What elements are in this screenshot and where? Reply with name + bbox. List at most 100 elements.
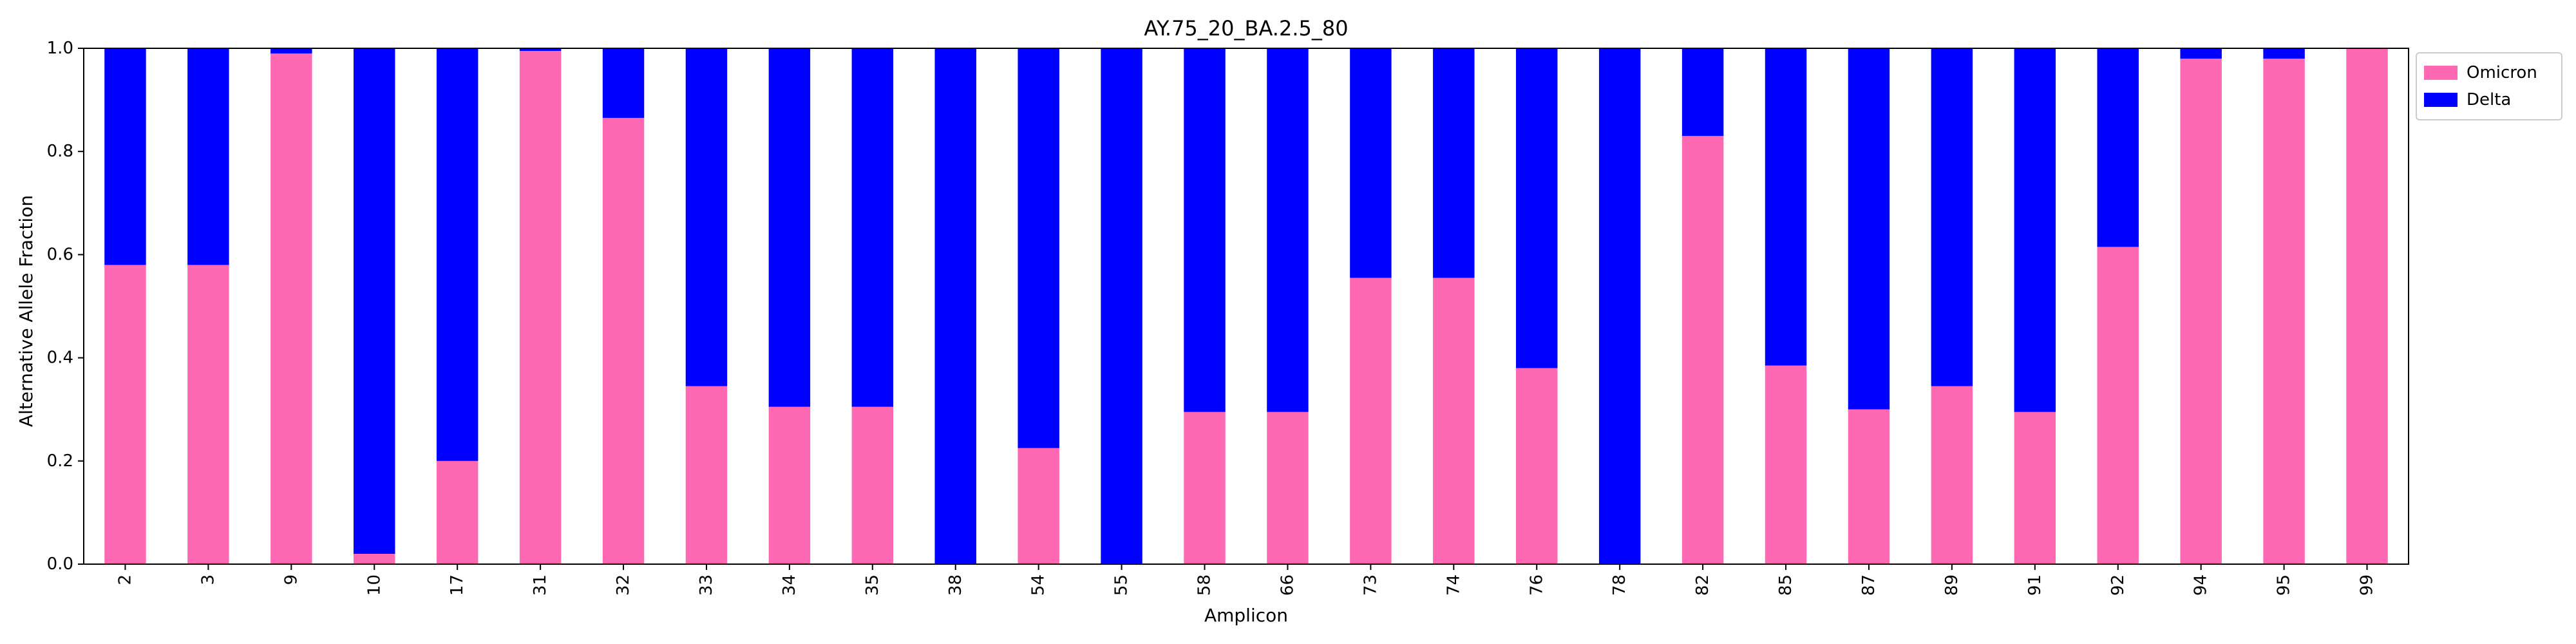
bar-omicron-91 [2014,412,2056,564]
bar-delta-73 [1350,48,1392,278]
x-tick-label: 34 [780,574,799,596]
x-tick-label: 89 [1942,574,1962,596]
bar-delta-92 [2097,48,2139,247]
plot-frame [83,48,2409,565]
y-tick-label: 0.8 [47,142,73,161]
bar-delta-35 [851,48,894,407]
bar-omicron-94 [2180,59,2222,564]
bar-omicron-92 [2097,247,2139,564]
bar-delta-55 [1101,48,1142,564]
bar-omicron-58 [1184,412,1226,564]
x-tick-label: 10 [365,574,384,596]
bar-delta-89 [1931,48,1973,386]
bar-delta-66 [1267,48,1309,412]
y-tick-label: 0.0 [47,554,73,574]
x-tick-label: 95 [2275,574,2294,596]
bar-delta-87 [1848,48,1890,410]
legend-swatch-omicron [2424,66,2458,80]
bar-omicron-3 [187,265,229,564]
x-tick-label: 35 [863,574,882,596]
bar-delta-95 [2263,48,2305,59]
bar-delta-54 [1018,48,1059,448]
legend-label-omicron: Omicron [2467,63,2537,82]
x-tick-label: 99 [2358,574,2377,596]
bar-omicron-85 [1765,365,1807,564]
x-tick-label: 38 [946,574,965,596]
y-tick-label: 1.0 [47,39,73,58]
bar-delta-38 [934,48,976,564]
bar-omicron-33 [685,386,728,564]
bar-delta-58 [1184,48,1226,412]
y-axis-label: Alternative Allele Fraction [15,195,37,427]
bar-delta-9 [270,48,312,54]
bar-omicron-10 [354,553,395,564]
x-tick-label: 55 [1112,574,1132,596]
x-tick-label: 73 [1361,574,1380,596]
x-tick-label: 33 [697,574,716,596]
bar-omicron-35 [851,406,894,564]
y-axis-ticks: 0.0 0.2 0.4 0.6 0.8 1.0 [47,39,84,574]
y-tick-label: 0.4 [47,348,73,368]
x-tick-label: 31 [531,574,550,596]
x-tick-label: 2 [115,574,135,585]
bar-omicron-74 [1433,278,1475,564]
y-tick-label: 0.6 [47,245,73,264]
bar-omicron-32 [602,118,645,564]
bar-delta-85 [1765,48,1807,366]
bar-delta-34 [768,48,811,407]
bar-delta-2 [104,48,146,265]
legend-label-delta: Delta [2467,90,2511,109]
legend: Omicron Delta [2416,52,2562,120]
x-tick-label: 9 [281,574,301,585]
bar-omicron-95 [2263,59,2305,564]
bar-delta-33 [685,48,728,386]
plot-area [83,48,2409,565]
x-tick-label: 58 [1195,574,1215,596]
y-tick-label: 0.2 [47,451,73,471]
x-tick-label: 87 [1859,574,1879,596]
bar-delta-91 [2014,48,2056,412]
bar-omicron-76 [1516,368,1558,564]
x-tick-label: 76 [1527,574,1546,596]
bar-omicron-54 [1018,448,1059,564]
bar-delta-76 [1516,48,1558,368]
x-tick-label: 17 [448,574,467,596]
x-tick-label: 92 [2108,574,2128,596]
bar-omicron-66 [1267,412,1309,564]
bar-omicron-73 [1350,278,1392,564]
bar-omicron-17 [436,460,478,564]
bar-omicron-87 [1848,409,1890,564]
x-tick-label: 91 [2025,574,2045,596]
bar-delta-74 [1433,48,1475,278]
x-tick-label: 74 [1444,574,1463,596]
x-tick-label: 78 [1610,574,1629,596]
bar-delta-17 [436,48,478,461]
x-tick-label: 3 [198,574,218,585]
bar-delta-32 [602,48,645,118]
bar-omicron-89 [1931,386,1973,564]
bar-omicron-82 [1681,136,1724,565]
x-tick-label: 94 [2192,574,2211,596]
x-tick-label: 85 [1776,574,1795,596]
bar-omicron-99 [2346,48,2388,564]
x-tick-label: 54 [1029,574,1048,596]
x-tick-label: 66 [1278,574,1297,596]
legend-swatch-delta [2424,93,2458,107]
x-tick-label: 82 [1693,574,1712,596]
bar-omicron-2 [104,265,146,564]
x-tick-label: 32 [614,574,633,596]
bar-omicron-9 [270,53,312,564]
x-axis-label: Amplicon [1204,605,1288,626]
chart-title: AY.75_20_BA.2.5_80 [1144,16,1348,41]
bar-delta-78 [1598,48,1641,564]
bar-delta-10 [354,48,395,554]
bar-omicron-31 [519,51,562,564]
bar-delta-82 [1681,48,1724,137]
bar-omicron-34 [768,406,811,564]
x-axis-ticks: 2 3 9 10 17 31 32 33 34 35 38 54 55 58 66 73 74 76 78 82 85 8… [115,564,2377,596]
bar-delta-3 [187,48,229,265]
bar-delta-94 [2180,48,2222,59]
bar-delta-31 [519,48,562,51]
